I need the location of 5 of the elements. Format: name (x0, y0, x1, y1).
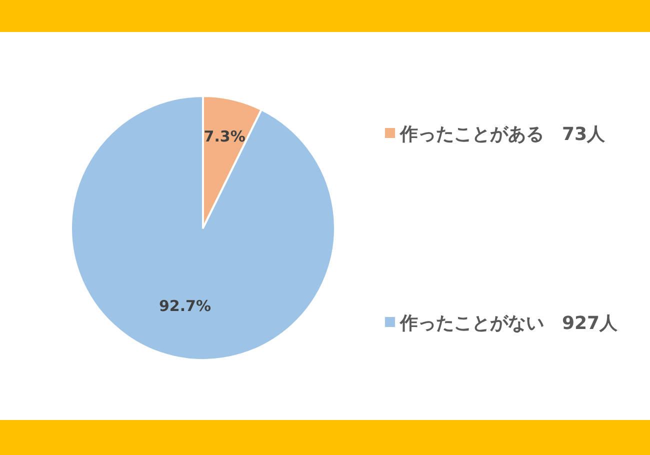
legend-label: 作ったことがある 73人 (399, 124, 606, 145)
data-label: 7.3% (204, 127, 246, 146)
pie-slice (70, 95, 336, 361)
legend-label: 作ったことがない 927人 (399, 313, 619, 334)
data-label: 92.7% (158, 297, 212, 316)
